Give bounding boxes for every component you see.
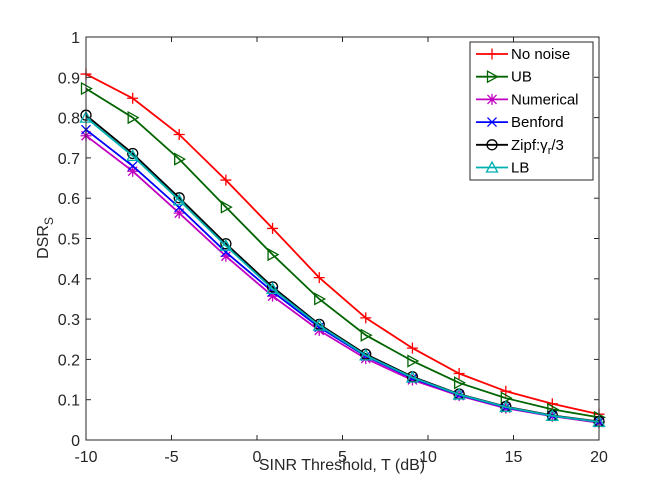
data-point-ub	[127, 111, 140, 125]
y-tick-label: 0	[71, 433, 80, 450]
data-point-ub	[360, 328, 373, 342]
x-tick-label: -10	[74, 449, 97, 466]
ticks-layer: -10 -5 0 5 10 15 20 0 0.1 0.2 0.3 0.4 0.5 0.6 0.7 0.8 0.…	[58, 30, 608, 466]
data-point-lb	[172, 193, 186, 206]
data-point-ub	[314, 292, 327, 306]
data-point-lb	[499, 400, 513, 413]
legend-label-lb: LB	[511, 160, 529, 177]
legend-marker-benford	[487, 117, 497, 128]
data-point-lb	[265, 282, 280, 295]
x-axis-label: SINR Threshold, T (dB)	[259, 457, 425, 474]
legend-item-benford: Benford	[476, 114, 564, 131]
y-axis-label: DSRS	[35, 217, 56, 259]
legend-label-numerical: Numerical	[511, 91, 579, 108]
data-point-ub	[267, 248, 280, 262]
data-point-numerical	[127, 165, 139, 177]
data-point-zipf-r-3	[220, 238, 232, 250]
data-point-no-noise	[406, 342, 418, 354]
legend-marker-ub	[486, 70, 499, 84]
y-axis-label-sub: S	[42, 217, 56, 225]
y-tick-label: 0.3	[58, 312, 80, 329]
data-point-no-noise	[453, 368, 465, 380]
series-line-lb	[85, 116, 600, 423]
legend-item-numerical: Numerical	[476, 91, 579, 108]
data-point-lb	[359, 348, 373, 361]
data-point-ub	[174, 152, 187, 166]
data-point-no-noise	[313, 272, 325, 284]
x-tick-label: 5	[338, 449, 347, 466]
legend-marker-no-noise	[486, 48, 498, 60]
y-tick-label: 0.4	[58, 272, 80, 289]
legend-item-ub: UB	[476, 69, 532, 86]
y-tick-label: 0.8	[58, 111, 80, 128]
data-point-lb	[126, 149, 140, 162]
legend-label-zipf-r-3: Zipf:γr/3	[511, 137, 564, 157]
legend-label-tail: /3	[551, 137, 564, 154]
x-tick-label: 20	[590, 449, 608, 466]
legend-label-benford: Benford	[511, 114, 564, 131]
data-point-ub	[220, 200, 233, 214]
y-tick-label: 0.6	[58, 191, 80, 208]
data-point-numerical	[173, 207, 185, 219]
data-point-no-noise	[360, 312, 372, 324]
y-tick-label: 0.5	[58, 232, 80, 249]
x-tick-label: 15	[505, 449, 523, 466]
data-point-no-noise	[267, 222, 279, 234]
legend-label-ub: UB	[511, 69, 532, 86]
x-tick-label: -5	[164, 449, 178, 466]
x-tick-label: 0	[253, 449, 262, 466]
data-point-ub	[453, 376, 466, 390]
series-layer	[79, 68, 606, 429]
legend-label-main: Zipf:γ	[511, 137, 548, 154]
y-tick-label: 0.9	[58, 70, 80, 87]
legend-label-sub: r	[548, 145, 552, 157]
series-line-ub	[85, 87, 600, 419]
series-lb	[79, 110, 606, 428]
data-point-ub	[500, 391, 513, 405]
y-tick-label: 0.1	[58, 393, 80, 410]
data-point-benford	[127, 161, 138, 171]
legend-marker-numerical	[486, 93, 498, 105]
data-point-lb	[405, 370, 420, 383]
data-point-numerical	[267, 290, 279, 302]
legend-item-no-noise: No noise	[476, 46, 570, 63]
legend-box	[469, 41, 594, 181]
legend-item-lb: LB	[476, 160, 529, 177]
data-point-lb	[312, 318, 326, 331]
data-point-no-noise	[173, 129, 185, 141]
legend: No noise UB Numerical Benford Zipf:γr/3 LB	[469, 41, 594, 181]
data-point-numerical	[220, 250, 232, 262]
legend-label-no-noise: No noise	[511, 46, 570, 63]
data-point-no-noise	[127, 92, 139, 104]
data-point-lb	[452, 387, 466, 400]
legend-marker-zipf-r-3	[486, 139, 498, 151]
data-point-zipf-r-3	[127, 147, 139, 160]
legend-marker-lb	[485, 160, 499, 173]
data-point-zipf-r-3	[173, 192, 185, 204]
y-tick-label: 1	[71, 30, 80, 47]
data-point-lb	[219, 238, 233, 251]
y-tick-label: 0.2	[58, 352, 80, 369]
data-point-ub	[407, 354, 420, 368]
data-point-zipf-r-3	[266, 281, 279, 293]
data-point-no-noise	[220, 174, 232, 186]
data-point-numerical	[406, 374, 418, 386]
legend-item-zipf-r-3: Zipf:γr/3	[476, 137, 564, 157]
x-tick-label: 10	[419, 449, 437, 466]
y-axis-label-main: DSR	[35, 225, 52, 259]
series-line-no-noise	[85, 73, 600, 416]
data-point-lb	[545, 408, 559, 421]
y-tick-label: 0.7	[58, 151, 80, 168]
